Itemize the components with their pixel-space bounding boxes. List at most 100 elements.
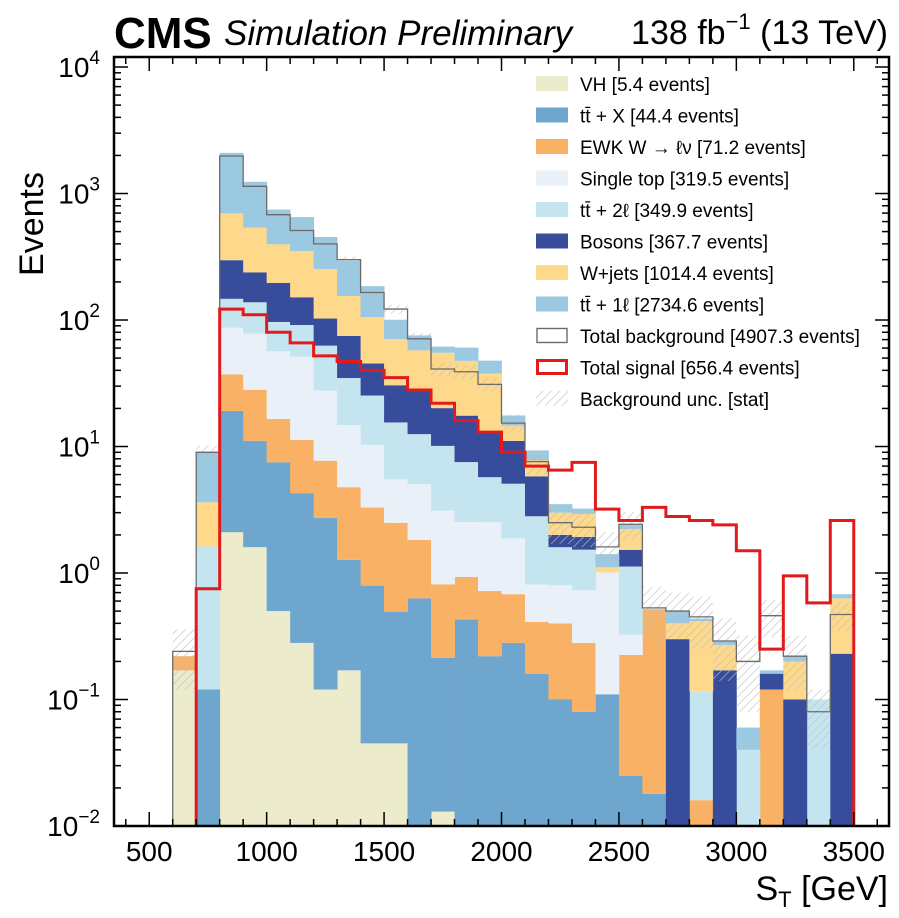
x-tick-label-500: 500 <box>126 836 173 867</box>
bar-tt1l-bin-5 <box>290 217 315 251</box>
x-tick-label-3000: 3000 <box>705 836 767 867</box>
bar-bosons-bin-19 <box>618 549 643 567</box>
bar-ttx-bin-10 <box>407 598 432 826</box>
legend-swatch-singletop <box>536 170 568 186</box>
legend-label-bosons: Bosons [367.7 events] <box>580 233 768 254</box>
bar-bosons-bin-4 <box>266 282 291 322</box>
x-tick-label-2000: 2000 <box>470 836 532 867</box>
unc-band-bin-27 <box>806 689 831 750</box>
bar-tt2l-bin-5 <box>290 325 315 357</box>
bar-singletop-bin-9 <box>384 479 408 523</box>
bar-tt2l-bin-22 <box>689 691 714 801</box>
bar-singletop-bin-6 <box>313 390 338 461</box>
unc-band-bin-25 <box>759 600 784 638</box>
legend-swatch-vh <box>536 76 568 91</box>
legend-entry-total_bkg_line: Total background [4907.3 events] <box>536 327 860 348</box>
y-tick-label-0: 10−2 <box>47 807 100 842</box>
bar-ewkw-bin-7 <box>337 487 361 560</box>
bar-ttx-bin-19 <box>618 775 643 826</box>
y-tick-base-4: 10 <box>58 305 89 336</box>
cms-label: CMS <box>114 9 212 58</box>
bar-bosons-bin-8 <box>360 363 385 396</box>
y-tick-base-1: 10 <box>47 685 78 716</box>
bar-singletop-bin-13 <box>478 522 502 592</box>
bar-vh-bin-7 <box>337 670 361 826</box>
y-tick-label-3: 101 <box>58 428 100 463</box>
bar-wjets-bin-9 <box>384 339 408 386</box>
bar-tt2l-bin-9 <box>384 422 408 480</box>
bar-ttx-bin-20 <box>642 793 667 826</box>
bar-vh-bin-5 <box>290 642 315 826</box>
bar-ttx-bin-4 <box>266 462 291 612</box>
bar-wjets-bin-6 <box>313 269 338 319</box>
legend-swatch-signal <box>536 359 568 375</box>
y-tick-exp-6: 4 <box>89 48 100 69</box>
bar-singletop-bin-19 <box>618 634 643 655</box>
bar-ewkw-bin-10 <box>407 539 432 599</box>
x-axis-label-sub: T <box>778 887 791 912</box>
bar-tt1l-bin-1 <box>196 451 221 503</box>
bar-ewkw-bin-11 <box>431 584 455 658</box>
legend-swatch-bosons <box>536 233 568 249</box>
bar-singletop-bin-2 <box>219 327 244 375</box>
bar-singletop-bin-17 <box>571 590 596 643</box>
bar-tt2l-bin-1 <box>196 546 221 690</box>
bar-wjets-bin-10 <box>407 350 432 391</box>
total-signal-line <box>194 307 856 826</box>
bar-wjets-bin-11 <box>431 352 455 409</box>
bar-ttx-bin-14 <box>501 642 526 826</box>
legend-label-ewkw: EWK W → ℓν [71.2 events] <box>580 138 806 159</box>
bar-tt2l-bin-13 <box>478 477 502 523</box>
legend-label-vh: VH [5.4 events] <box>580 75 710 96</box>
bar-bosons-bin-7 <box>337 335 361 379</box>
unc-band-bin-19 <box>618 512 643 540</box>
y-tick-base-6: 10 <box>58 52 89 83</box>
bar-tt1l-bin-2 <box>219 152 244 214</box>
bar-vh-bin-6 <box>313 689 338 826</box>
bar-wjets-bin-4 <box>266 244 291 283</box>
bar-ttx-bin-13 <box>478 656 502 826</box>
legend-swatch-total_bkg_line <box>536 327 568 344</box>
bar-vh-bin-9 <box>384 743 408 826</box>
lumi-value: 138 fb <box>631 14 726 52</box>
x-axis-label: ST [GeV] <box>755 870 888 912</box>
bar-bosons-bin-9 <box>384 385 408 423</box>
unc-band-bin-22 <box>689 596 713 650</box>
unc-band-bin-0 <box>172 629 197 690</box>
bar-vh-bin-8 <box>360 743 385 826</box>
unc-band-bin-18 <box>595 531 619 568</box>
bar-singletop-bin-14 <box>501 538 526 595</box>
bar-tt2l-bin-4 <box>266 321 291 352</box>
bar-singletop-bin-4 <box>266 351 291 419</box>
bar-tt2l-bin-6 <box>313 345 338 391</box>
bar-tt1l-bin-24 <box>736 727 761 750</box>
legend-entry-tt1l: tt̄ + 1ℓ [2734.6 events] <box>536 296 764 317</box>
lumi-label: 138 fb−1 (13 TeV) <box>631 9 888 52</box>
legend-entry-ewkw: EWK W → ℓν [71.2 events] <box>536 138 806 159</box>
legend-entry-singletop: Single top [319.5 events] <box>536 170 789 191</box>
legend-entry-signal: Total signal [656.4 events] <box>536 359 800 380</box>
bar-ttx-bin-1 <box>196 689 221 826</box>
legend-label-total_bkg_line: Total background [4907.3 events] <box>580 327 860 348</box>
y-tick-exp-4: 2 <box>89 301 100 322</box>
bar-singletop-bin-8 <box>360 444 385 508</box>
bar-singletop-bin-16 <box>548 585 573 624</box>
bar-wjets-bin-1 <box>196 502 221 547</box>
y-tick-base-0: 10 <box>47 811 78 842</box>
legend-label-singletop: Single top [319.5 events] <box>580 170 789 191</box>
bar-ttx-bin-8 <box>360 585 385 744</box>
x-axis-label-unit: [GeV] <box>792 870 888 908</box>
bar-ewkw-bin-15 <box>524 621 549 674</box>
y-tick-base-5: 10 <box>58 179 89 210</box>
unc-band-bin-17 <box>571 512 596 548</box>
bar-ttx-bin-7 <box>337 559 361 671</box>
legend-swatch-ttx <box>536 107 568 123</box>
bar-tt1l-bin-3 <box>243 181 268 228</box>
bar-tt2l-bin-17 <box>571 549 596 591</box>
bar-tt2l-bin-24 <box>736 749 761 826</box>
unc-band-bin-26 <box>783 635 807 690</box>
bar-vh-bin-11 <box>431 811 455 826</box>
bar-tt1l-bin-25 <box>759 670 784 674</box>
y-tick-exp-5: 3 <box>89 175 100 196</box>
